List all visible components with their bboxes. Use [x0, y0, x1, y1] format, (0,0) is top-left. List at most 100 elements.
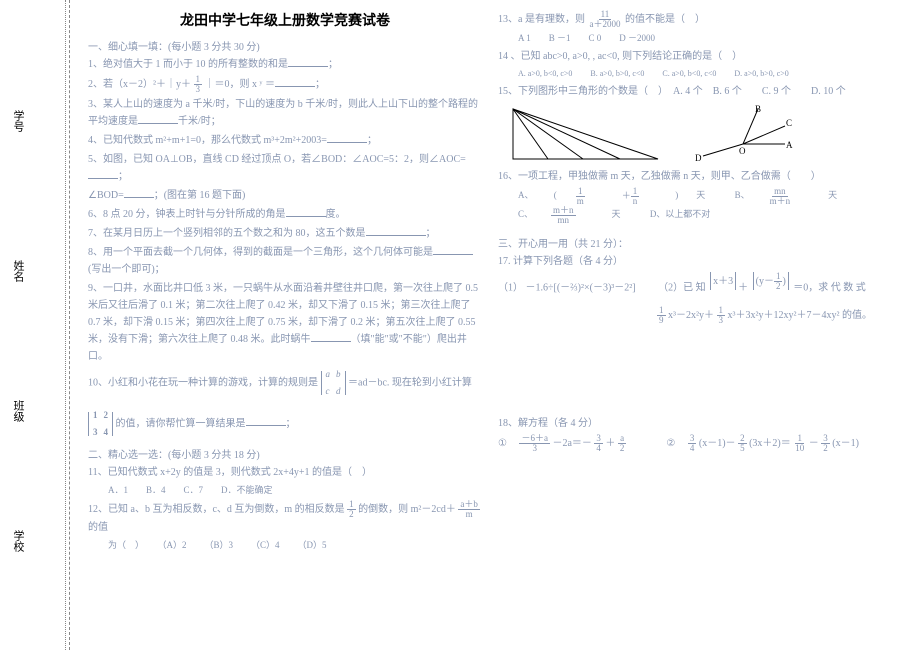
blank: [311, 332, 351, 342]
q15-figures: B C A D O: [498, 104, 892, 164]
f: 110: [793, 434, 806, 453]
cross-figure: B C A D O: [693, 104, 793, 164]
q18-eqs: ① －6＋a3 －2a＝－ 34 ＋ a2 ② 34 (x－1)－ 25 (3x…: [498, 434, 892, 453]
section-1: 一、细心填一填：(每小题 3 分共 30 分): [88, 38, 482, 53]
fd: m: [575, 197, 586, 206]
q10-2: 1234 的值，请你帮忙算一算结果是；: [88, 408, 482, 441]
a1: x＋3: [713, 273, 733, 290]
q6: 6、8 点 20 分，钟表上时针与分针所成的角是 度。: [88, 206, 482, 223]
e: x³－2x²y＋: [668, 310, 714, 321]
o: A. a>0, b<0, c>0: [518, 69, 572, 78]
o: A 1: [518, 33, 531, 43]
abs1: x＋3: [708, 272, 738, 290]
fd: m＋n: [768, 197, 793, 206]
fd: 2: [774, 282, 783, 291]
blank: [366, 226, 426, 236]
page-content: 龙田中学七年级上册数学竞赛试卷 一、细心填一填：(每小题 3 分共 30 分) …: [80, 10, 910, 640]
o: A．1: [108, 485, 128, 495]
q6-text: 6、8 点 20 分，钟表上时针与分针所成的角是: [88, 209, 286, 220]
fd: 9: [657, 316, 666, 325]
frac-abm: a＋bm: [458, 500, 480, 519]
section-3: 三、开心用一用（共 21 分）：: [498, 235, 892, 250]
fd: n: [631, 197, 640, 206]
paren: (: [554, 190, 557, 200]
blank: [275, 77, 315, 87]
q6b: 度。: [326, 209, 346, 220]
f: 34: [594, 434, 603, 453]
q14-opts: A. a>0, b<0, c>0B. a>0, b>0, c<0C. a>0, …: [498, 67, 892, 81]
q1: 1、绝对值大于 1 而小于 10 的所有整数的和是；: [88, 56, 482, 73]
m: －2a＝－: [552, 438, 591, 449]
d2d: 4: [104, 425, 109, 440]
q5b: ∠BOD=: [88, 190, 124, 201]
q5c: ；(图在第 16 题下面): [154, 190, 246, 201]
blank: [327, 133, 367, 143]
q8b: (写出一个即可)；: [88, 264, 165, 275]
q2: 2、若（x－2）²＋｜y＋ 13 ｜＝0，则 x ʸ ＝；: [88, 75, 482, 94]
fd: mn: [556, 216, 572, 225]
q12: 12、已知 a、b 互为相反数，c、d 互为倒数，m 的相反数是 12 的倒数，…: [88, 500, 482, 536]
q13-opts: A 1B －1C 0D －2000: [498, 31, 892, 46]
q10c: 的值，请你帮忙算一算结果是: [116, 418, 246, 429]
fd: 2: [618, 444, 627, 453]
svg-text:C: C: [786, 118, 792, 128]
q12c: 的值: [88, 522, 108, 533]
fd: 4: [594, 444, 603, 453]
f: 12: [774, 272, 783, 291]
q2a: 2、若（x－2）²＋｜y＋: [88, 79, 191, 90]
q10b: ＝ad－bc. 现在轮到小红计算: [348, 378, 472, 389]
q10: 10、小红和小花在玩一种计算的游戏，计算的规则是 abcd ＝ad－bc. 现在…: [88, 367, 482, 400]
q13b: 的值不能是（ ）: [625, 14, 705, 25]
q17-1: （1） －1.6÷[(－⅔)²×(－3)³－2²] （2）已 知 x＋3＋ (y…: [498, 272, 892, 297]
determinant-1: abcd: [321, 367, 346, 400]
o: C、: [518, 209, 533, 219]
f: 1m: [575, 187, 604, 206]
o: （B）3: [205, 540, 234, 550]
fd: 2: [347, 510, 356, 519]
q11: 11、已知代数式 x+2y 的值是 3，则代数式 2x+4y+1 的值是（ ）: [88, 464, 482, 481]
q2b: ｜＝0，则 x ʸ ＝: [205, 79, 275, 90]
exam-title: 龙田中学七年级上册数学竞赛试卷: [88, 10, 482, 30]
q8-text: 8、用一个平面去截一个几何体，得到的截面是一个三角形，这个几何体可能是: [88, 247, 433, 258]
q12a: 12、已知 a、b 互为相反数，c、d 互为倒数，m 的相反数是: [88, 504, 345, 515]
q4: 4、已知代数式 m²+m+1=0，那么代数式 m³+2m²+2003=；: [88, 132, 482, 149]
blank: [288, 57, 328, 67]
q1-text: 1、绝对值大于 1 而小于 10 的所有整数的和是: [88, 59, 288, 70]
o: D －2000: [619, 33, 655, 43]
blank: [138, 114, 178, 124]
q14: 14 、已知 abc>0, a>0, , ac<0, 则下列结论正确的是（ ）: [498, 48, 892, 65]
blank: [124, 188, 154, 198]
f: a2: [618, 434, 627, 453]
o: B －1: [549, 33, 571, 43]
q16-opts: A、 (1m＋1n)天 B、mnm＋n天 C、m＋nmn天 D、以上都不对: [498, 187, 892, 225]
f: 32: [821, 434, 830, 453]
e: (x－1): [832, 438, 859, 449]
q12-opts: 为（ ）（A）2（B）3（C）4（D）5: [88, 538, 482, 553]
o: （D）5: [298, 540, 327, 550]
o: C．7: [184, 485, 204, 495]
o: B、: [735, 190, 750, 200]
f: 25: [738, 434, 747, 453]
c2: ②: [666, 438, 675, 449]
fd: 5: [738, 444, 747, 453]
d2b: 2: [104, 408, 109, 423]
blank: [88, 169, 118, 179]
o: 天: [612, 209, 621, 219]
binding-label-2: 班级: [10, 400, 26, 422]
a2p: y－: [759, 273, 774, 290]
o: 为（ ）: [108, 540, 144, 550]
q3: 3、某人上山的速度为 a 千米/时，下山的速度为 b 千米/时，则此人上山下山的…: [88, 96, 482, 130]
binding-margin: 学号 姓名 班级 学校: [0, 0, 70, 650]
q5: 5、如图，已知 OA⊥OB，直线 CD 经过顶点 O，若∠BOD：∠AOC=5：…: [88, 151, 482, 185]
frac-13: 13: [194, 75, 203, 94]
f: m＋nmn: [551, 206, 594, 225]
triangle-figure: [508, 104, 663, 164]
q15: 15、下列图形中三角形的个数是（ ） A. 4 个 B. 6 个 C. 9 个 …: [498, 83, 892, 100]
f: 34: [688, 434, 697, 453]
f: －6＋a3: [519, 434, 550, 453]
blank: [286, 207, 326, 217]
o: D．不能确定: [221, 485, 273, 495]
fd: 3: [530, 444, 539, 453]
q5-2: ∠BOD= ；(图在第 16 题下面): [88, 187, 482, 204]
d2a: 1: [93, 408, 98, 423]
